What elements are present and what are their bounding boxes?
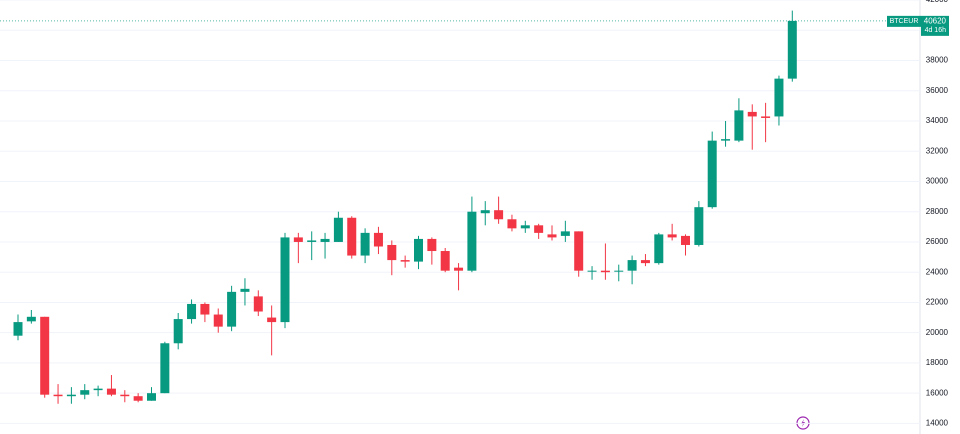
candle-body [400, 260, 410, 262]
candle-body [187, 303, 197, 320]
candle-body [40, 316, 50, 395]
candle-body [373, 232, 383, 247]
candle-body [547, 234, 557, 238]
candle-body [213, 314, 223, 327]
candle-body [106, 388, 116, 395]
candle-body [320, 238, 330, 242]
candle-body [200, 303, 210, 315]
candle-body [427, 238, 437, 252]
candle-body [654, 234, 664, 264]
candle-body [66, 394, 76, 397]
candle-body [293, 237, 303, 242]
candles [0, 10, 920, 404]
candle-body [480, 210, 490, 214]
candle-body [414, 238, 423, 262]
candle-body [93, 388, 103, 391]
candle-body [600, 270, 610, 273]
candle-body [120, 394, 130, 397]
candle-body [694, 207, 704, 245]
candle-body [80, 390, 90, 395]
y-tick-label: 42000 [926, 0, 949, 4]
candle-body [267, 317, 277, 323]
candle-body [640, 260, 650, 264]
candle-body [681, 235, 690, 245]
y-tick-label: 28000 [926, 207, 949, 216]
y-tick-label: 26000 [926, 237, 949, 246]
candle-body [707, 140, 717, 208]
candle-body [560, 231, 570, 236]
candle-body [13, 322, 23, 336]
candle-body [467, 211, 477, 271]
y-tick-label: 24000 [926, 267, 949, 276]
candle-body [614, 270, 624, 272]
candle-body [494, 210, 504, 220]
candle-body [587, 270, 597, 272]
candle-body [26, 316, 36, 322]
candle-body [627, 260, 637, 271]
candle-body [53, 394, 63, 397]
candle-body [227, 291, 237, 327]
y-tick-label: 30000 [926, 177, 949, 186]
candle-body [307, 240, 317, 242]
candle-body [734, 110, 744, 141]
candle-body [147, 393, 156, 401]
candle-body [774, 78, 784, 117]
candle-body [747, 111, 757, 117]
symbol-tag [887, 15, 921, 27]
candle-body [440, 251, 450, 271]
y-tick-label: 32000 [926, 146, 949, 155]
y-tick-label: 38000 [926, 56, 949, 65]
grid [0, 0, 920, 424]
candle-body [787, 20, 797, 79]
candle-body [160, 343, 170, 394]
y-tick-label: 18000 [926, 358, 949, 367]
candle-body [253, 296, 263, 312]
candle-body [667, 234, 677, 238]
symbol-label: BTCEUR [890, 18, 919, 25]
y-tick-label: 16000 [926, 388, 949, 397]
candle-body [761, 116, 771, 118]
candle-body [574, 231, 584, 271]
y-tick-label: 22000 [926, 298, 949, 307]
candle-body [507, 219, 517, 229]
candle-body [280, 237, 290, 323]
price-tag-box [921, 15, 949, 36]
candle-body [173, 319, 183, 344]
candle-body [520, 225, 530, 229]
price-axis: 14000 16000 18000 20000 22000 24000 26000 28000… [926, 0, 949, 428]
price-tag: BTCEUR 40620 4d 16h [887, 15, 949, 36]
candle-body [360, 232, 370, 256]
y-tick-label: 34000 [926, 116, 949, 125]
candle-body [534, 225, 544, 233]
candle-body [721, 139, 731, 141]
countdown-label: 4d 16h [925, 27, 947, 34]
y-tick-label: 14000 [926, 419, 949, 428]
candle-body [387, 244, 397, 261]
candle-body [347, 217, 357, 256]
y-tick-label: 20000 [926, 328, 949, 337]
y-tick-label: 36000 [926, 86, 949, 95]
candle-body [333, 217, 343, 242]
candle-body [240, 288, 250, 292]
candle-body [133, 396, 143, 401]
last-price-label: 40620 [924, 16, 947, 25]
candle-body [454, 267, 464, 271]
